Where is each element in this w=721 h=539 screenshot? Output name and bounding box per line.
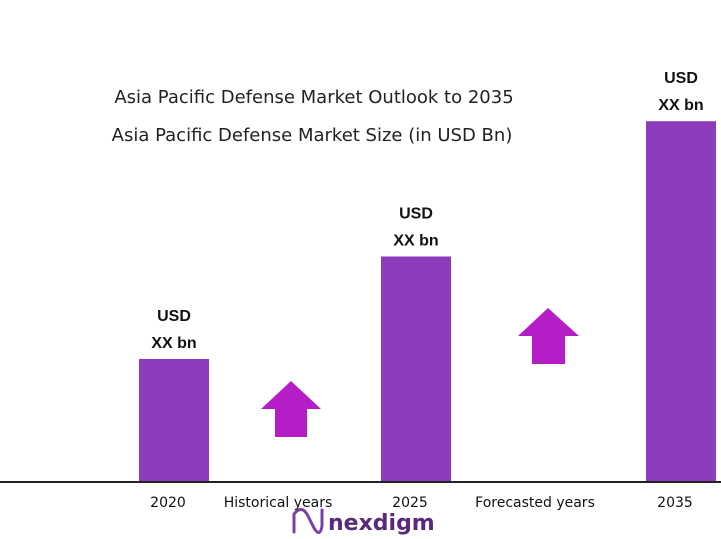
nexdigm-logo: nexdigm [292,508,435,536]
data-label-2025-line2: XX bn [393,233,438,250]
bars-group [139,121,716,482]
chart-subtitle: Asia Pacific Defense Market Size (in USD… [112,125,513,146]
historical-growth-arrow-icon [261,381,321,437]
x-tick-2020: 2020 [150,495,186,511]
bar-2035 [646,121,716,482]
forecasted-years-label: Forecasted years [475,495,595,511]
data-label-2025-line1: USD [399,206,433,223]
x-tick-labels: 2020 2025 2035 [150,495,693,511]
data-label-2035-line2: XX bn [658,97,703,114]
x-tick-2025: 2025 [392,495,428,511]
logo-text: nexdigm [328,511,435,536]
bar-2020 [139,359,209,482]
data-label-2020-line2: XX bn [151,335,196,352]
x-tick-2035: 2035 [657,495,693,511]
data-label-2035-line1: USD [664,70,698,87]
bar-2025 [381,256,451,482]
data-label-2020-line1: USD [157,308,191,325]
chart-title: Asia Pacific Defense Market Outlook to 2… [114,87,513,108]
logo-mark-icon [292,508,324,534]
historical-years-label: Historical years [224,495,333,511]
data-labels-group: USD XX bn USD XX bn USD XX bn [151,70,703,352]
forecast-growth-arrow-icon [518,308,579,364]
